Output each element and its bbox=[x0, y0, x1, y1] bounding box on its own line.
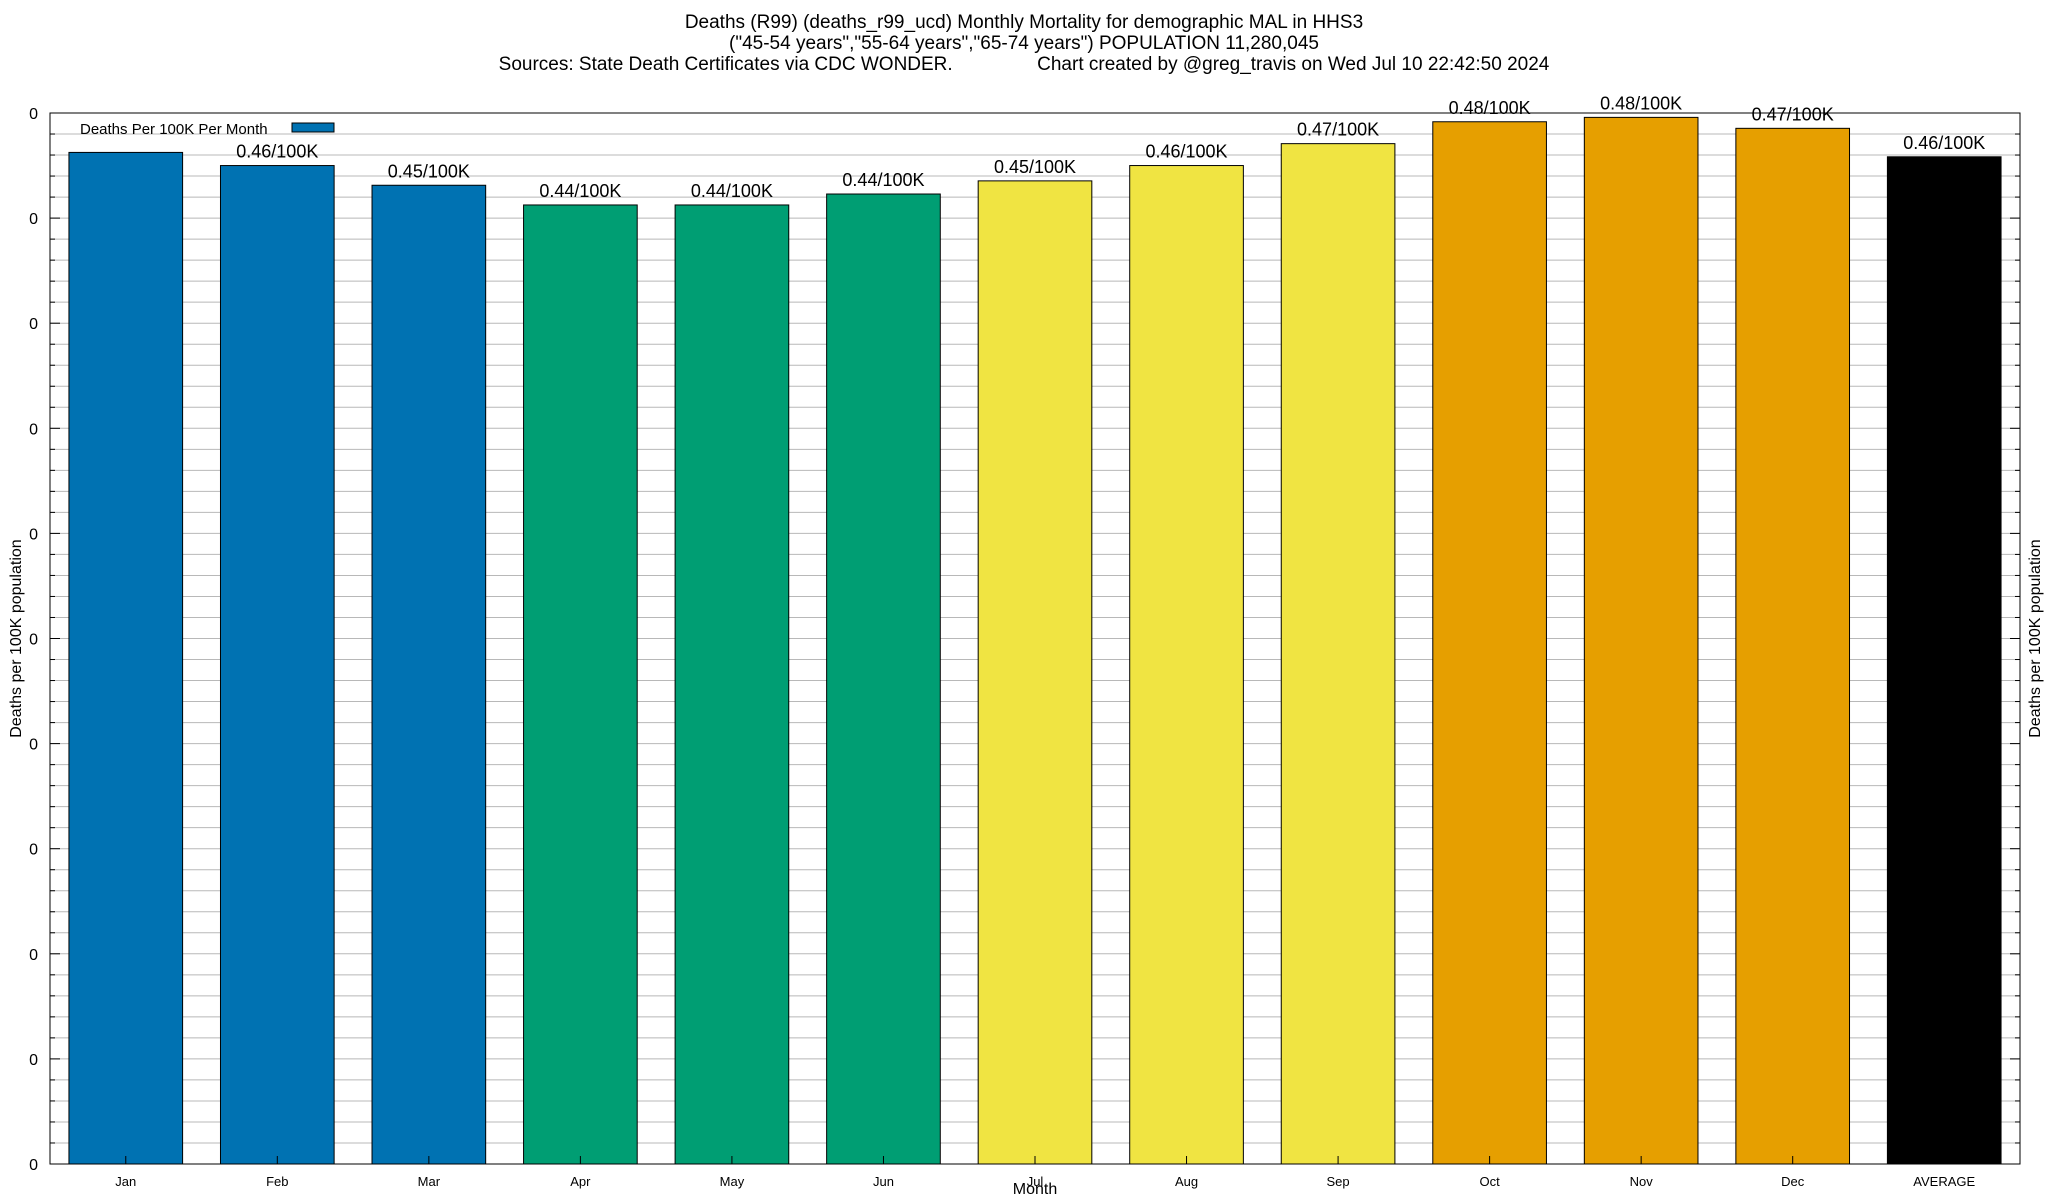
y-tick-label: 0 bbox=[29, 737, 38, 754]
y-axis-title-left: Deaths per 100K population bbox=[8, 539, 25, 737]
bar-may bbox=[674, 204, 790, 1165]
y-tick-label: 0 bbox=[29, 1157, 38, 1174]
x-tick-labels: Jan Feb Mar Apr May Jun Jul Aug Sep Oct Nov Dec AVER… bbox=[115, 1156, 1976, 1189]
bar-sep bbox=[1280, 143, 1396, 1165]
x-tick-label: Oct bbox=[1479, 1174, 1500, 1189]
title-line-1: Deaths (R99) (deaths_r99_ucd) Monthly Mo… bbox=[684, 12, 1364, 33]
bar-apr bbox=[523, 204, 638, 1165]
y-tick-label: 0 bbox=[29, 842, 38, 859]
bar-value-label: 0.46/100K bbox=[236, 142, 318, 162]
bar-aug bbox=[1129, 165, 1244, 1165]
bar-value-label: 0.47/100K bbox=[1752, 104, 1834, 124]
bar-value-label: 0.48/100K bbox=[1449, 98, 1531, 118]
bar-value-label: 0.44/100K bbox=[842, 170, 924, 190]
bar-dec bbox=[1735, 127, 1851, 1165]
y-tick-label: 0 bbox=[29, 106, 38, 123]
bar-value-labels: 0.46/100K 0.45/100K 0.44/100K 0.44/100K 0.44… bbox=[236, 93, 1985, 201]
y-tick-label: 0 bbox=[29, 316, 38, 333]
y-tick-label: 0 bbox=[29, 526, 38, 543]
bar-value-label: 0.48/100K bbox=[1600, 93, 1682, 113]
bar-nov bbox=[1583, 116, 1699, 1165]
bar-value-label: 0.45/100K bbox=[994, 157, 1076, 177]
plot-frame bbox=[49, 112, 2021, 1165]
x-tick-label: Apr bbox=[570, 1174, 591, 1189]
chart-title: Deaths (R99) (deaths_r99_ucd) Monthly Mo… bbox=[0, 12, 2048, 75]
bar-value-label: 0.45/100K bbox=[388, 161, 470, 181]
y-tick-labels: 0 0 0 0 0 0 0 0 0 0 0 bbox=[29, 106, 38, 1174]
x-tick-label: Feb bbox=[266, 1174, 288, 1189]
bar-value-label: 0.44/100K bbox=[691, 181, 773, 201]
x-tick-label: Jan bbox=[115, 1174, 136, 1189]
title-line-2: ("45-54 years","55-64 years","65-74 year… bbox=[729, 33, 1319, 54]
y-tick-label: 0 bbox=[29, 211, 38, 228]
bar-value-label: 0.44/100K bbox=[539, 181, 621, 201]
legend-label: Deaths Per 100K Per Month bbox=[80, 121, 268, 138]
bar-average bbox=[1886, 156, 2002, 1165]
y-tick-label: 0 bbox=[29, 632, 38, 649]
bar-oct bbox=[1432, 121, 1547, 1165]
x-tick-label: May bbox=[720, 1174, 745, 1189]
bar-mar bbox=[371, 184, 487, 1165]
y-tick-label: 0 bbox=[29, 947, 38, 964]
x-tick-label: Jun bbox=[873, 1174, 894, 1189]
x-tick-label: Aug bbox=[1175, 1174, 1198, 1189]
y-tick-label: 0 bbox=[29, 421, 38, 438]
legend: Deaths Per 100K Per Month bbox=[80, 121, 335, 138]
y-tick-label: 0 bbox=[29, 1052, 38, 1069]
bar-value-label: 0.46/100K bbox=[1903, 133, 1985, 153]
bars bbox=[68, 116, 2002, 1165]
bar-feb bbox=[219, 165, 335, 1165]
bar-value-label: 0.46/100K bbox=[1145, 142, 1227, 162]
bar-jan bbox=[68, 151, 184, 1165]
x-tick-label: Jul bbox=[1027, 1174, 1044, 1189]
y-axis-title-right: Deaths per 100K population bbox=[2027, 539, 2044, 737]
title-line-3: Sources: State Death Certificates via CD… bbox=[498, 54, 1550, 75]
bar-jul bbox=[977, 180, 1093, 1165]
x-tick-label: Sep bbox=[1327, 1174, 1350, 1189]
legend-swatch bbox=[291, 122, 335, 133]
bar-jun bbox=[826, 193, 941, 1165]
x-tick-label: Nov bbox=[1630, 1174, 1654, 1189]
x-tick-label: Dec bbox=[1781, 1174, 1805, 1189]
bar-value-label: 0.47/100K bbox=[1297, 120, 1379, 140]
x-tick-label: AVERAGE bbox=[1913, 1174, 1975, 1189]
x-axis-title: Month bbox=[1013, 1181, 1057, 1198]
x-tick-label: Mar bbox=[418, 1174, 441, 1189]
